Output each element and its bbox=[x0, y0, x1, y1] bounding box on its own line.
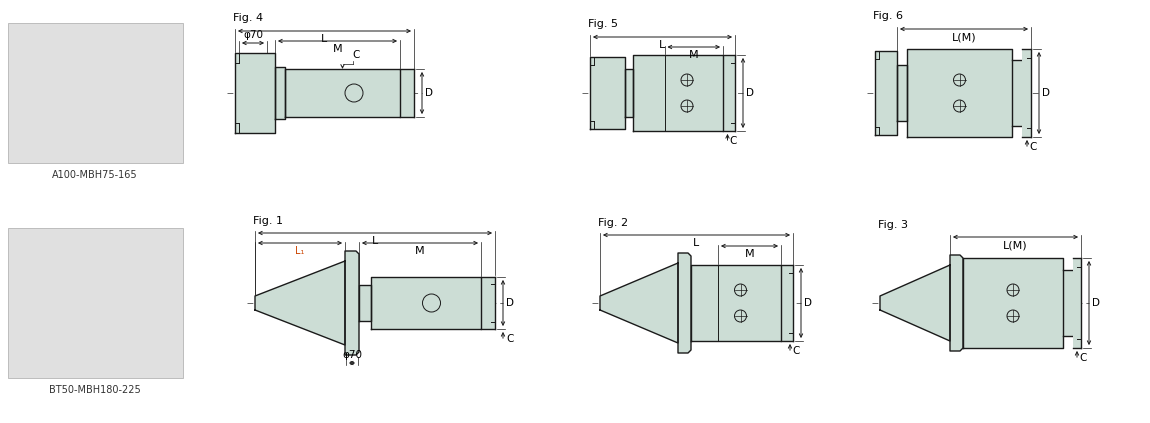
Text: L(M): L(M) bbox=[952, 32, 976, 42]
Text: BT50-MBH180-225: BT50-MBH180-225 bbox=[49, 385, 140, 395]
Polygon shape bbox=[723, 55, 735, 131]
Polygon shape bbox=[963, 258, 1063, 348]
Polygon shape bbox=[781, 265, 793, 341]
Text: M: M bbox=[415, 246, 424, 256]
Text: Fig. 2: Fig. 2 bbox=[598, 218, 628, 228]
Text: Fig. 6: Fig. 6 bbox=[873, 11, 903, 21]
Polygon shape bbox=[875, 51, 897, 135]
Text: D: D bbox=[426, 88, 434, 98]
Text: φ70: φ70 bbox=[342, 350, 362, 360]
Polygon shape bbox=[632, 55, 723, 131]
Polygon shape bbox=[880, 265, 950, 341]
Text: C: C bbox=[792, 346, 799, 356]
Polygon shape bbox=[600, 263, 678, 343]
Polygon shape bbox=[275, 67, 285, 119]
Text: L₁: L₁ bbox=[296, 246, 305, 256]
Polygon shape bbox=[1063, 270, 1073, 336]
Polygon shape bbox=[371, 277, 481, 329]
Text: Fig. 1: Fig. 1 bbox=[253, 216, 283, 226]
Text: D: D bbox=[506, 298, 514, 308]
Text: A100-MBH75-165: A100-MBH75-165 bbox=[52, 170, 138, 180]
Polygon shape bbox=[1022, 49, 1032, 137]
Text: L: L bbox=[659, 40, 666, 50]
Text: C: C bbox=[506, 334, 513, 344]
Polygon shape bbox=[481, 277, 494, 329]
Text: L: L bbox=[371, 236, 378, 246]
Text: C: C bbox=[1029, 142, 1036, 152]
Text: M: M bbox=[332, 44, 343, 54]
Polygon shape bbox=[691, 265, 781, 341]
Polygon shape bbox=[400, 69, 414, 117]
Polygon shape bbox=[950, 255, 963, 351]
Polygon shape bbox=[285, 69, 400, 117]
Bar bbox=[8, 228, 183, 378]
Text: D: D bbox=[1042, 88, 1050, 98]
Bar bbox=[8, 23, 183, 163]
Text: C: C bbox=[353, 50, 360, 60]
Polygon shape bbox=[1073, 258, 1081, 348]
Text: Fig. 4: Fig. 4 bbox=[233, 13, 263, 23]
Polygon shape bbox=[590, 57, 624, 129]
Text: Fig. 5: Fig. 5 bbox=[588, 19, 618, 29]
Text: D: D bbox=[746, 88, 754, 98]
Text: L: L bbox=[321, 34, 328, 44]
Text: M: M bbox=[745, 249, 754, 259]
Text: L: L bbox=[693, 238, 699, 248]
Text: C: C bbox=[729, 136, 737, 146]
Text: Fig. 3: Fig. 3 bbox=[877, 220, 909, 230]
Polygon shape bbox=[345, 251, 359, 355]
Polygon shape bbox=[235, 53, 275, 133]
Polygon shape bbox=[359, 285, 371, 321]
Text: L(M): L(M) bbox=[1003, 240, 1028, 250]
Polygon shape bbox=[678, 253, 691, 353]
Polygon shape bbox=[907, 49, 1012, 137]
Text: M: M bbox=[689, 50, 698, 60]
Text: C: C bbox=[1079, 353, 1087, 363]
Polygon shape bbox=[624, 69, 632, 117]
Text: D: D bbox=[1092, 298, 1101, 308]
Polygon shape bbox=[255, 261, 345, 345]
Text: D: D bbox=[804, 298, 812, 308]
Text: φ70: φ70 bbox=[243, 30, 263, 40]
Polygon shape bbox=[897, 65, 907, 121]
Polygon shape bbox=[1012, 60, 1022, 126]
